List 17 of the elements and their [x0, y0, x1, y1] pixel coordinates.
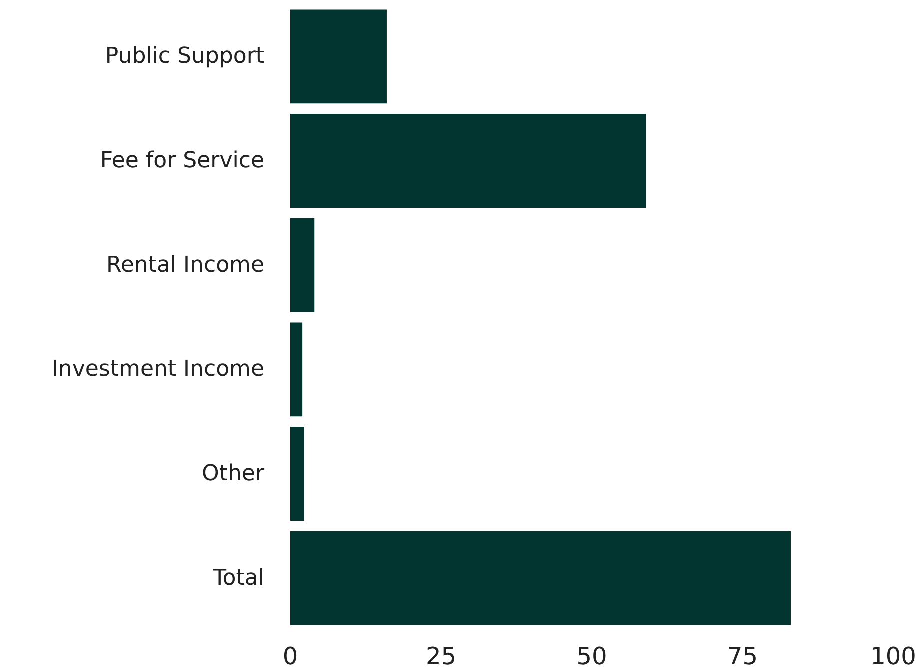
x-tick-label: 75 — [727, 642, 758, 667]
x-tick-label: 25 — [426, 642, 457, 667]
bar — [290, 114, 646, 208]
y-tick-label: Investment Income — [52, 357, 265, 382]
y-tick-label: Total — [212, 566, 265, 591]
y-tick-label: Rental Income — [106, 252, 265, 278]
y-tick-label: Public Support — [105, 44, 265, 70]
bar — [290, 218, 315, 312]
x-tick-label: 0 — [282, 642, 298, 667]
y-tick-label: Other — [202, 462, 266, 486]
x-tick-label: 50 — [576, 642, 608, 667]
bar — [290, 531, 791, 626]
y-tick-label: Fee for Service — [100, 148, 265, 174]
bar — [290, 322, 303, 417]
x-tick-label: 100 — [870, 642, 916, 667]
bar — [290, 427, 304, 521]
bar — [290, 10, 387, 104]
